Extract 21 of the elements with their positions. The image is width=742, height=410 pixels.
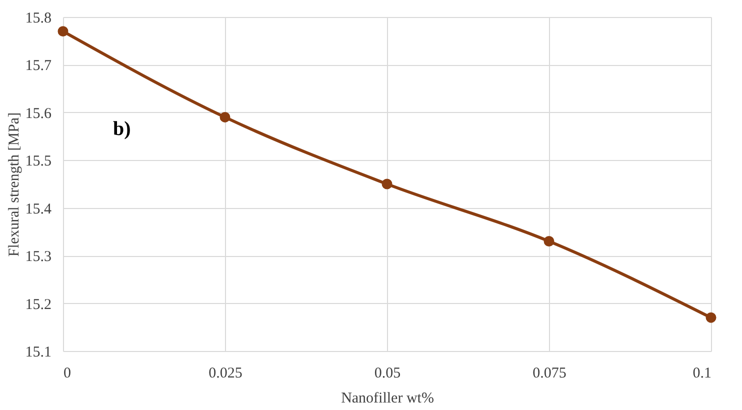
y-tick-label: 15.4 — [25, 201, 52, 218]
y-tick-label: 15.3 — [25, 249, 52, 266]
annotation: b) — [113, 118, 131, 140]
y-tick-label: 15.5 — [25, 154, 52, 170]
x-tick-label: 0.075 — [532, 366, 566, 382]
point — [382, 178, 392, 190]
y-tick-label: 15.7 — [25, 58, 52, 74]
y-tick-label: 15.8 — [25, 10, 52, 26]
x-axis-title: Nanofiller wt% — [341, 390, 434, 406]
y-tick-label: 15.2 — [25, 296, 52, 313]
point — [220, 112, 230, 122]
x-tick-label: 0.025 — [208, 366, 242, 382]
x-tick-label: 0.1 — [692, 366, 712, 382]
x-tick-label: 0.05 — [374, 366, 401, 382]
point — [544, 236, 554, 246]
x-tick-label: 0 — [64, 366, 71, 382]
point — [706, 312, 716, 323]
y-tick-label: 15.1 — [25, 344, 52, 360]
point — [58, 26, 68, 37]
y-tick-label: 15.6 — [25, 106, 52, 122]
y-axis-title: Flexural strength [MPa] — [6, 112, 22, 257]
